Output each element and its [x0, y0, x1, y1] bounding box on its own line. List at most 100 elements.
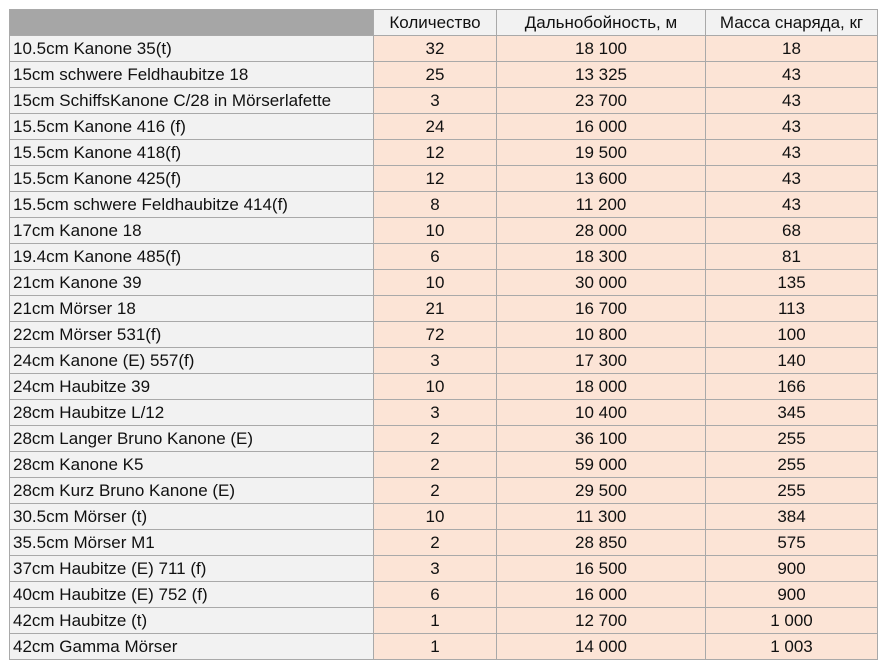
gun-name-cell[interactable]: 22cm Mörser 531(f) [9, 321, 374, 348]
quantity-cell[interactable]: 3 [373, 555, 497, 582]
range-cell[interactable]: 13 325 [496, 61, 706, 88]
gun-name-cell[interactable]: 24cm Kanone (E) 557(f) [9, 347, 374, 374]
quantity-cell[interactable]: 10 [373, 503, 497, 530]
header-range[interactable]: Дальнобойность, м [496, 9, 706, 36]
range-cell[interactable]: 17 300 [496, 347, 706, 374]
shell-mass-cell[interactable]: 18 [705, 35, 878, 62]
shell-mass-cell[interactable]: 255 [705, 451, 878, 478]
quantity-cell[interactable]: 2 [373, 477, 497, 504]
range-cell[interactable]: 10 400 [496, 399, 706, 426]
range-cell[interactable]: 10 800 [496, 321, 706, 348]
range-cell[interactable]: 30 000 [496, 269, 706, 296]
range-cell[interactable]: 18 300 [496, 243, 706, 270]
quantity-cell[interactable]: 21 [373, 295, 497, 322]
quantity-cell[interactable]: 1 [373, 633, 497, 660]
quantity-cell[interactable]: 1 [373, 607, 497, 634]
quantity-cell[interactable]: 10 [373, 217, 497, 244]
gun-name-cell[interactable]: 21cm Mörser 18 [9, 295, 374, 322]
shell-mass-cell[interactable]: 1 000 [705, 607, 878, 634]
quantity-cell[interactable]: 6 [373, 581, 497, 608]
shell-mass-cell[interactable]: 140 [705, 347, 878, 374]
range-cell[interactable]: 28 850 [496, 529, 706, 556]
shell-mass-cell[interactable]: 81 [705, 243, 878, 270]
gun-name-cell[interactable]: 15.5cm Kanone 425(f) [9, 165, 374, 192]
gun-name-cell[interactable]: 42cm Gamma Mörser [9, 633, 374, 660]
quantity-cell[interactable]: 72 [373, 321, 497, 348]
gun-name-cell[interactable]: 28cm Langer Bruno Kanone (E) [9, 425, 374, 452]
shell-mass-cell[interactable]: 166 [705, 373, 878, 400]
quantity-cell[interactable]: 3 [373, 399, 497, 426]
gun-name-cell[interactable]: 10.5cm Kanone 35(t) [9, 35, 374, 62]
shell-mass-cell[interactable]: 255 [705, 477, 878, 504]
range-cell[interactable]: 23 700 [496, 87, 706, 114]
range-cell[interactable]: 16 000 [496, 581, 706, 608]
quantity-cell[interactable]: 25 [373, 61, 497, 88]
gun-name-cell[interactable]: 28cm Kurz Bruno Kanone (E) [9, 477, 374, 504]
range-cell[interactable]: 59 000 [496, 451, 706, 478]
gun-name-cell[interactable]: 17cm Kanone 18 [9, 217, 374, 244]
shell-mass-cell[interactable]: 255 [705, 425, 878, 452]
range-cell[interactable]: 28 000 [496, 217, 706, 244]
range-cell[interactable]: 12 700 [496, 607, 706, 634]
shell-mass-cell[interactable]: 575 [705, 529, 878, 556]
range-cell[interactable]: 11 200 [496, 191, 706, 218]
gun-name-cell[interactable]: 40cm Haubitze (E) 752 (f) [9, 581, 374, 608]
shell-mass-cell[interactable]: 900 [705, 581, 878, 608]
range-cell[interactable]: 18 000 [496, 373, 706, 400]
quantity-cell[interactable]: 12 [373, 165, 497, 192]
shell-mass-cell[interactable]: 900 [705, 555, 878, 582]
gun-name-cell[interactable]: 24cm Haubitze 39 [9, 373, 374, 400]
gun-name-cell[interactable]: 15.5cm Kanone 416 (f) [9, 113, 374, 140]
header-quantity[interactable]: Количество [373, 9, 497, 36]
quantity-cell[interactable]: 24 [373, 113, 497, 140]
gun-name-cell[interactable]: 37cm Haubitze (E) 711 (f) [9, 555, 374, 582]
shell-mass-cell[interactable]: 1 003 [705, 633, 878, 660]
shell-mass-cell[interactable]: 384 [705, 503, 878, 530]
quantity-cell[interactable]: 2 [373, 425, 497, 452]
gun-name-cell[interactable]: 28cm Haubitze L/12 [9, 399, 374, 426]
quantity-cell[interactable]: 2 [373, 529, 497, 556]
shell-mass-cell[interactable]: 43 [705, 139, 878, 166]
range-cell[interactable]: 36 100 [496, 425, 706, 452]
quantity-cell[interactable]: 2 [373, 451, 497, 478]
quantity-cell[interactable]: 3 [373, 87, 497, 114]
quantity-cell[interactable]: 6 [373, 243, 497, 270]
header-corner-cell[interactable] [9, 9, 374, 36]
gun-name-cell[interactable]: 15cm SchiffsKanone C/28 in Mörserlafette [9, 87, 374, 114]
range-cell[interactable]: 29 500 [496, 477, 706, 504]
shell-mass-cell[interactable]: 345 [705, 399, 878, 426]
range-cell[interactable]: 11 300 [496, 503, 706, 530]
gun-name-cell[interactable]: 42cm Haubitze (t) [9, 607, 374, 634]
shell-mass-cell[interactable]: 68 [705, 217, 878, 244]
gun-name-cell[interactable]: 28cm Kanone K5 [9, 451, 374, 478]
shell-mass-cell[interactable]: 100 [705, 321, 878, 348]
range-cell[interactable]: 16 500 [496, 555, 706, 582]
shell-mass-cell[interactable]: 43 [705, 61, 878, 88]
header-shell-mass[interactable]: Масса снаряда, кг [705, 9, 878, 36]
gun-name-cell[interactable]: 15.5cm Kanone 418(f) [9, 139, 374, 166]
quantity-cell[interactable]: 32 [373, 35, 497, 62]
shell-mass-cell[interactable]: 43 [705, 113, 878, 140]
range-cell[interactable]: 13 600 [496, 165, 706, 192]
gun-name-cell[interactable]: 15cm schwere Feldhaubitze 18 [9, 61, 374, 88]
range-cell[interactable]: 18 100 [496, 35, 706, 62]
quantity-cell[interactable]: 10 [373, 269, 497, 296]
shell-mass-cell[interactable]: 113 [705, 295, 878, 322]
quantity-cell[interactable]: 8 [373, 191, 497, 218]
gun-name-cell[interactable]: 15.5cm schwere Feldhaubitze 414(f) [9, 191, 374, 218]
range-cell[interactable]: 16 700 [496, 295, 706, 322]
range-cell[interactable]: 19 500 [496, 139, 706, 166]
range-cell[interactable]: 14 000 [496, 633, 706, 660]
shell-mass-cell[interactable]: 43 [705, 165, 878, 192]
quantity-cell[interactable]: 10 [373, 373, 497, 400]
quantity-cell[interactable]: 12 [373, 139, 497, 166]
shell-mass-cell[interactable]: 43 [705, 191, 878, 218]
gun-name-cell[interactable]: 35.5cm Mörser M1 [9, 529, 374, 556]
gun-name-cell[interactable]: 19.4cm Kanone 485(f) [9, 243, 374, 270]
range-cell[interactable]: 16 000 [496, 113, 706, 140]
gun-name-cell[interactable]: 30.5cm Mörser (t) [9, 503, 374, 530]
gun-name-cell[interactable]: 21cm Kanone 39 [9, 269, 374, 296]
shell-mass-cell[interactable]: 43 [705, 87, 878, 114]
quantity-cell[interactable]: 3 [373, 347, 497, 374]
shell-mass-cell[interactable]: 135 [705, 269, 878, 296]
